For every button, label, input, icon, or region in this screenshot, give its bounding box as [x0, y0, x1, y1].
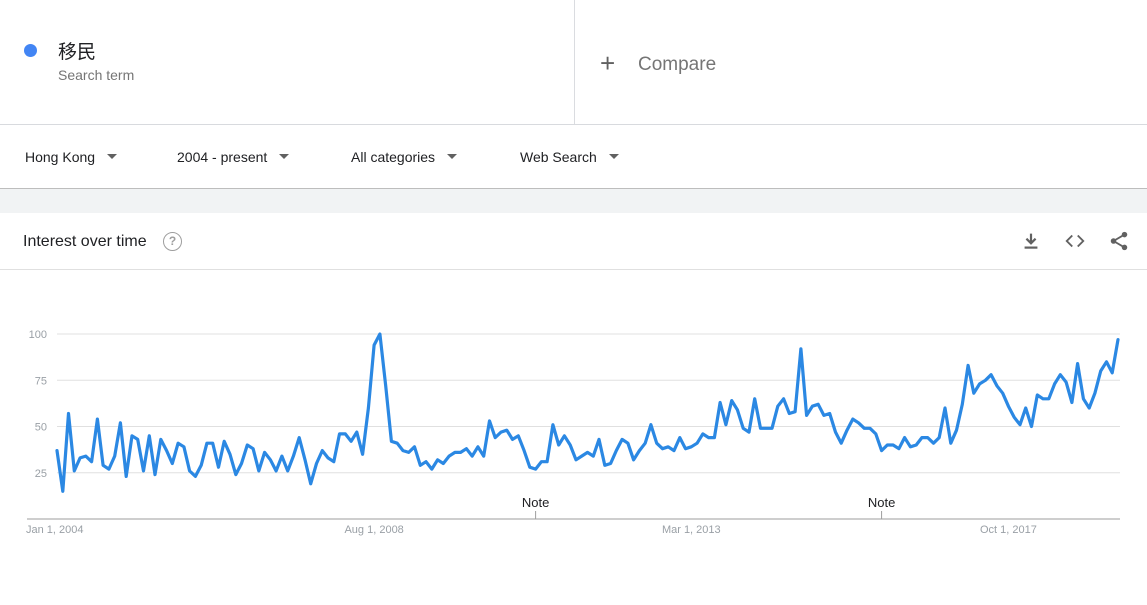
- time-range-dropdown[interactable]: 2004 - present: [177, 125, 290, 188]
- region-value: Hong Kong: [25, 148, 96, 165]
- chart-y-ticks: 25 50 75 100: [29, 329, 47, 480]
- term-color-dot: [24, 44, 37, 57]
- x-tick-label: Aug 1, 2008: [344, 524, 403, 536]
- y-tick-label: 75: [35, 375, 47, 387]
- note-label[interactable]: Note: [868, 495, 895, 510]
- x-tick-label: Jan 1, 2004: [26, 524, 84, 536]
- search-type-dropdown[interactable]: Web Search: [520, 125, 619, 188]
- card-title: Interest over time: [23, 233, 147, 250]
- search-terms-panel: 移民 Search term + Compare: [0, 0, 1147, 125]
- y-tick-label: 50: [35, 422, 47, 434]
- search-term-card[interactable]: 移民 Search term: [0, 0, 575, 124]
- compare-button[interactable]: + Compare: [600, 50, 716, 80]
- series-line: [55, 332, 1120, 493]
- share-icon[interactable]: [1108, 230, 1130, 252]
- search-term-subtitle: Search term: [58, 67, 135, 83]
- compare-label: Compare: [638, 54, 717, 75]
- caret-down-icon: [608, 154, 619, 159]
- caret-down-icon: [107, 154, 118, 159]
- search-term-name[interactable]: 移民: [58, 41, 97, 63]
- chart-x-ticks: Jan 1, 2004 Aug 1, 2008 Mar 1, 2013 Oct 1, …: [26, 524, 1037, 536]
- region-dropdown[interactable]: Hong Kong: [25, 125, 118, 188]
- embed-icon[interactable]: [1064, 230, 1086, 252]
- time-range-value: 2004 - present: [177, 148, 268, 165]
- caret-down-icon: [279, 154, 290, 159]
- x-tick-label: Oct 1, 2017: [980, 524, 1037, 536]
- plus-icon: +: [600, 48, 616, 78]
- category-dropdown[interactable]: All categories: [351, 125, 458, 188]
- download-icon[interactable]: [1020, 230, 1042, 252]
- note-label[interactable]: Note: [522, 495, 549, 510]
- x-tick-label: Mar 1, 2013: [662, 524, 721, 536]
- category-value: All categories: [351, 148, 436, 165]
- filters-bar: Hong Kong 2004 - present All categories …: [0, 125, 1147, 189]
- caret-down-icon: [447, 154, 458, 159]
- y-tick-label: 100: [29, 329, 47, 341]
- help-icon[interactable]: ?: [163, 232, 182, 251]
- chart-annotations: Note Note: [522, 495, 895, 519]
- interest-over-time-header: Interest over time ?: [0, 214, 1147, 270]
- interest-chart: 25 50 75 100 Note Note Jan 1, 2004 Aug 1, 200…: [26, 329, 1120, 536]
- y-tick-label: 25: [35, 468, 47, 480]
- section-divider: [0, 189, 1147, 213]
- search-type-value: Web Search: [520, 148, 597, 165]
